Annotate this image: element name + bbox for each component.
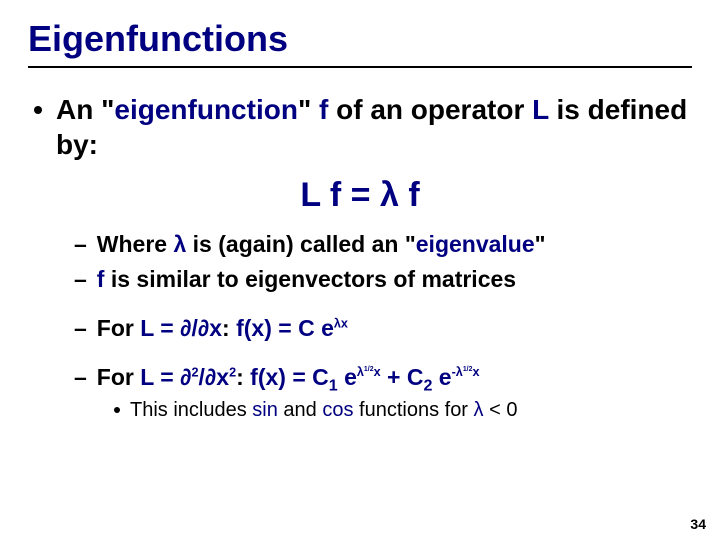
- text-fragment: For: [97, 315, 140, 341]
- text-fragment: ": [535, 231, 546, 257]
- bullet-level1: An "eigenfunction" f of an operator L is…: [34, 92, 692, 162]
- bullet-l2a-text: Where λ is (again) called an "eigenvalue…: [97, 229, 546, 260]
- symbol-lambda: λ: [474, 399, 484, 421]
- page-number: 34: [690, 516, 706, 532]
- slide-title: Eigenfunctions: [28, 18, 692, 66]
- text-fragment: < 0: [484, 399, 518, 421]
- bullet-l2c-text: For L = ∂/∂x: f(x) = C eλx: [97, 313, 348, 344]
- bullet-dash-icon: –: [74, 229, 87, 260]
- bullet-level2: – f is similar to eigenvectors of matric…: [74, 264, 692, 295]
- bullet-l2d-text: For L = ∂2/∂x2: f(x) = C1 eλ1/2x + C2 e-…: [97, 362, 480, 393]
- bullet-l1-text: An "eigenfunction" f of an operator L is…: [56, 92, 692, 162]
- term-eigenfunction: eigenfunction: [114, 94, 298, 125]
- bullet-dash-icon: –: [74, 313, 87, 344]
- bullet-l2b-text: f is similar to eigenvectors of matrices: [97, 264, 516, 295]
- text-fragment: is similar to eigenvectors of matrices: [104, 266, 516, 292]
- bullet-dot-icon: [114, 407, 120, 413]
- text-fragment: functions for: [353, 399, 473, 421]
- term-sin: sin: [252, 399, 278, 421]
- operator-lhs: L = ∂2/∂x2: [140, 364, 236, 390]
- text-fragment: Where: [97, 231, 174, 257]
- bullet-l3-text: This includes sin and cos functions for …: [130, 397, 517, 424]
- term-cos: cos: [322, 399, 353, 421]
- symbol-L: L: [532, 94, 549, 125]
- text-fragment: :: [222, 315, 236, 341]
- text-fragment: ": [298, 94, 319, 125]
- text-fragment: This includes: [130, 399, 252, 421]
- term-eigenvalue: eigenvalue: [416, 231, 535, 257]
- text-fragment: of an operator: [328, 94, 532, 125]
- text-fragment: and: [278, 399, 322, 421]
- bullet-level2: – For L = ∂2/∂x2: f(x) = C1 eλ1/2x + C2 …: [74, 362, 692, 393]
- bullet-level2: – Where λ is (again) called an "eigenval…: [74, 229, 692, 260]
- bullet-dash-icon: –: [74, 362, 87, 393]
- bullet-dash-icon: –: [74, 264, 87, 295]
- main-equation: L f = λ f: [28, 176, 692, 215]
- operator-lhs: L = ∂/∂x: [140, 315, 222, 341]
- text-fragment: For: [97, 364, 140, 390]
- title-underline: [28, 66, 692, 68]
- text-fragment: is (again) called an ": [186, 231, 415, 257]
- bullet-level2: – For L = ∂/∂x: f(x) = C eλx: [74, 313, 692, 344]
- text-fragment: :: [236, 364, 250, 390]
- symbol-lambda: λ: [173, 231, 186, 257]
- symbol-f: f: [319, 94, 328, 125]
- solution-expr: f(x) = C eλx: [236, 315, 348, 341]
- text-fragment: An ": [56, 94, 114, 125]
- bullet-dot-icon: [34, 106, 42, 114]
- solution-expr: f(x) = C1 eλ1/2x + C2 e-λ1/2x: [250, 364, 479, 390]
- bullet-level3: This includes sin and cos functions for …: [114, 397, 692, 424]
